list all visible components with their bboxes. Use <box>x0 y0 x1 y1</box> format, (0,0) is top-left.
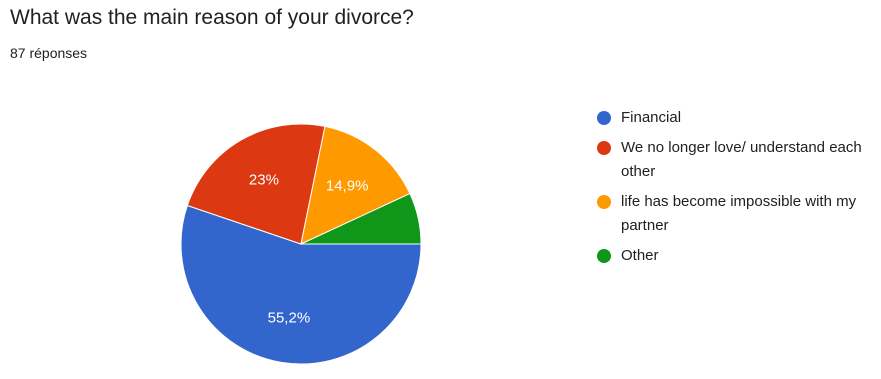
pie-slice-financial[interactable] <box>180 204 422 365</box>
chart-legend: Financial We no longer love/ understand e… <box>597 106 877 274</box>
pie-slice-other[interactable] <box>300 192 422 245</box>
legend-label: Financial <box>621 109 682 126</box>
slice-label-we-no-longer-love-understand-each-other: 23% <box>249 171 279 188</box>
legend-swatch-icon <box>597 195 611 209</box>
legend-item-life-has-become-impossible-with-my-partner[interactable]: life has become impossible with my partne… <box>597 190 877 238</box>
slice-label-life-has-become-impossible-with-my-partner: 14,9% <box>326 178 369 195</box>
legend-item-financial[interactable]: Financial <box>597 106 877 130</box>
legend-label: We no longer love/ understand each other <box>621 139 862 180</box>
response-count: 87 réponses <box>10 45 88 61</box>
legend-swatch-icon <box>597 249 611 263</box>
legend-label: Other <box>621 247 659 264</box>
legend-item-other[interactable]: Other <box>597 244 877 268</box>
legend-item-we-no-longer-love-understand-each-other[interactable]: We no longer love/ understand each other <box>597 136 877 184</box>
pie-slice-life-has-become-impossible-with-my-partner[interactable] <box>300 125 411 245</box>
legend-swatch-icon <box>597 141 611 155</box>
pie-slice-we-no-longer-love-understand-each-other[interactable] <box>186 123 326 245</box>
legend-label: life has become impossible with my partne… <box>621 193 857 234</box>
legend-swatch-icon <box>597 111 611 125</box>
slice-label-financial: 55,2% <box>268 309 311 326</box>
chart-title: What was the main reason of your divorce… <box>10 6 414 29</box>
